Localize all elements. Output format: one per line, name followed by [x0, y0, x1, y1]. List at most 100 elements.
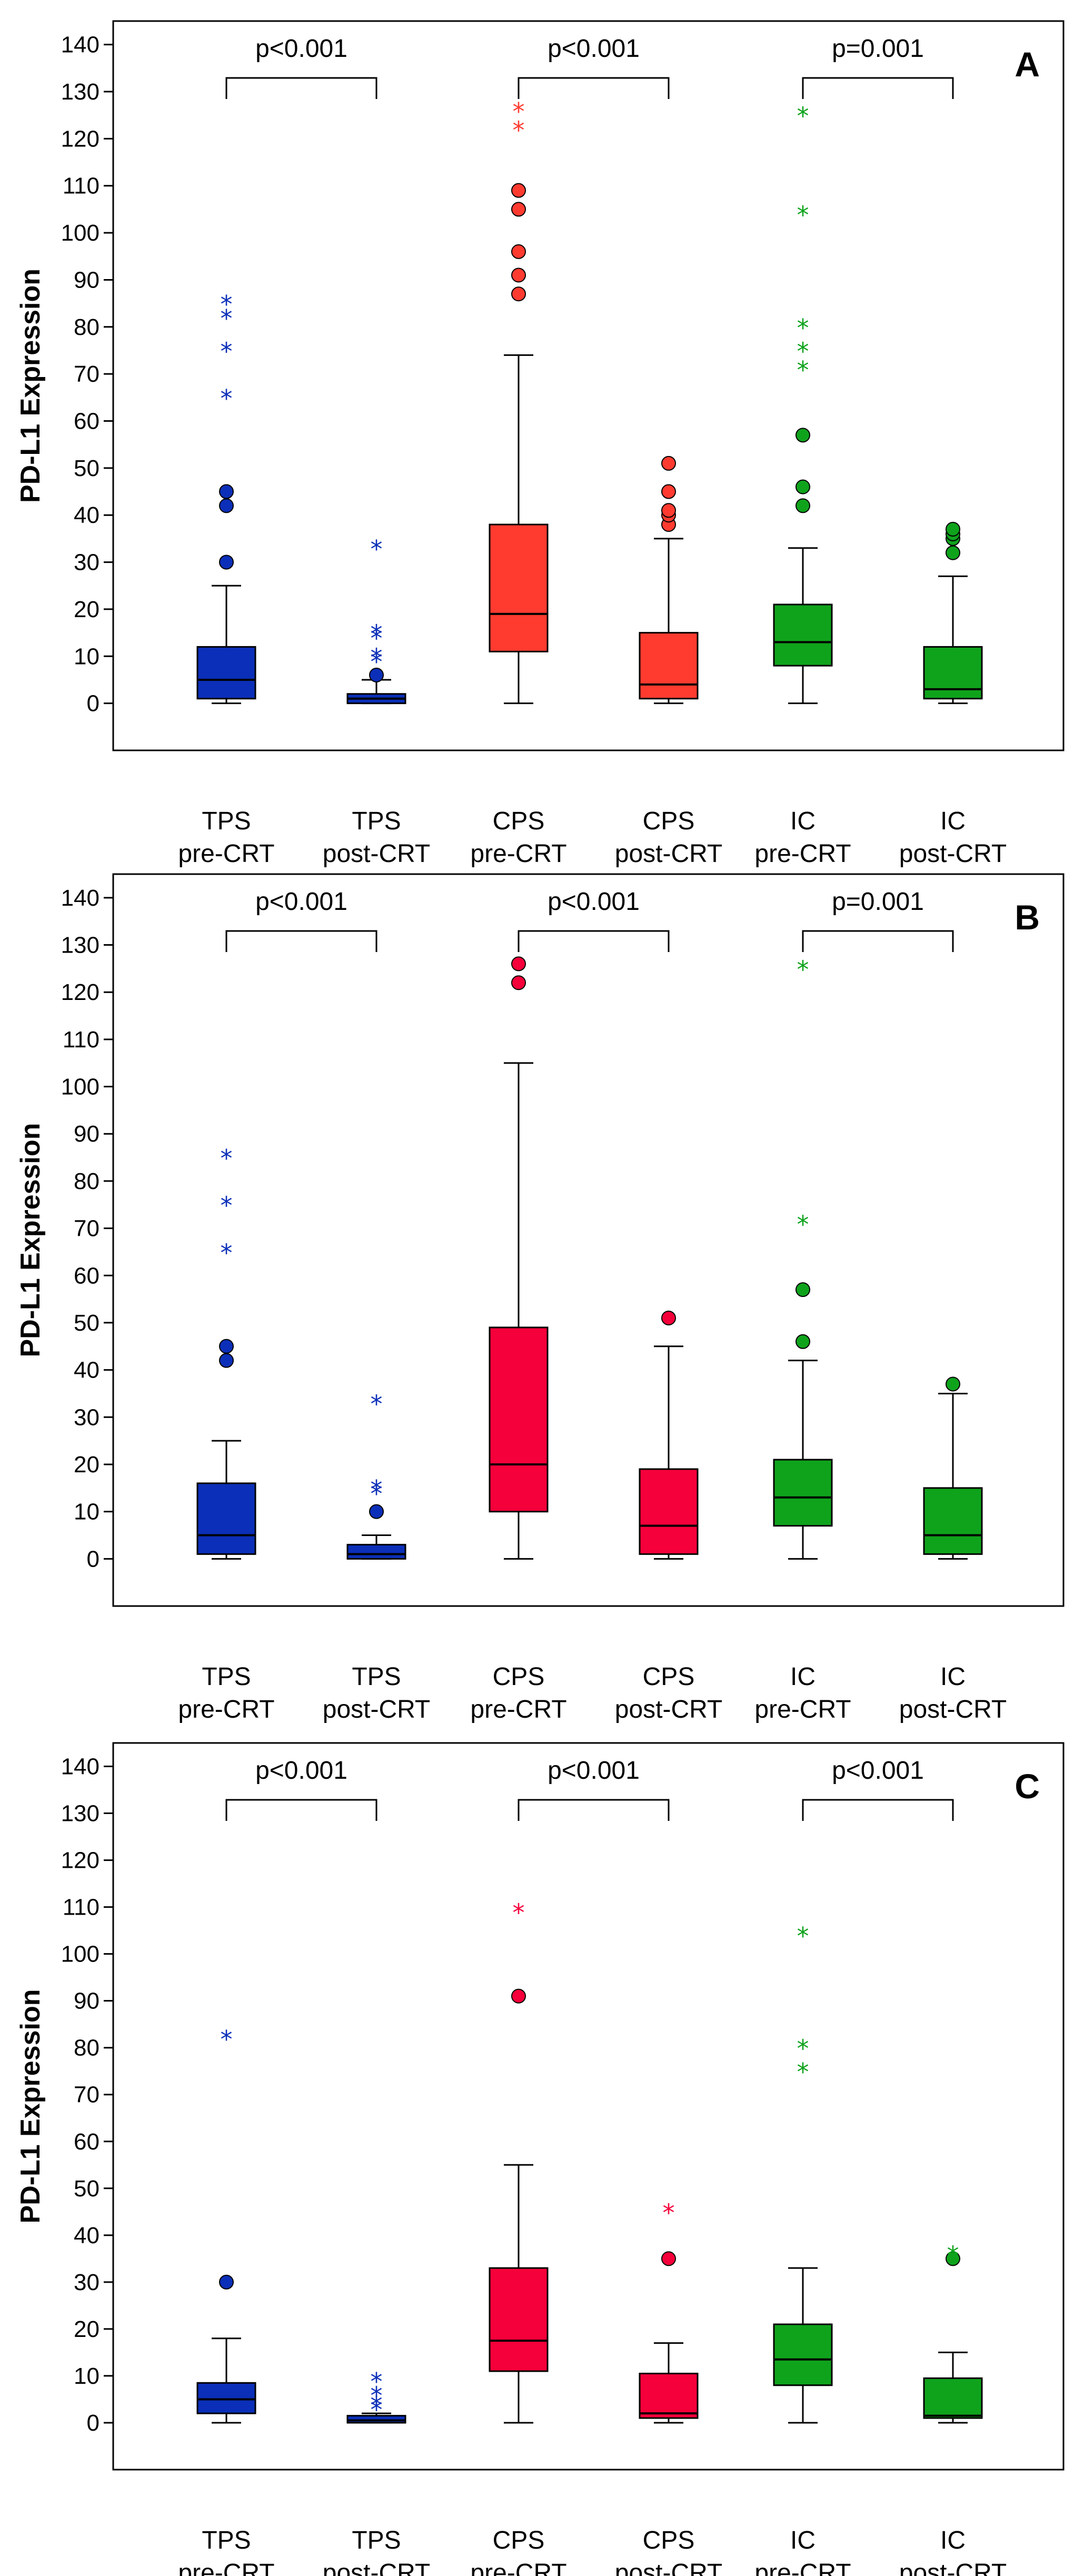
box-1: ***** [346, 535, 406, 705]
box-5: * [923, 2241, 983, 2424]
outlier-point [795, 479, 810, 494]
outlier-point [661, 484, 676, 499]
category-label-line1: CPS [493, 1663, 545, 1691]
box-4: *** [773, 1922, 833, 2424]
outlier-point [795, 428, 810, 443]
y-tick-label: 140 [61, 1754, 100, 1780]
box-1: **** [346, 2367, 406, 2424]
y-tick-label: 40 [74, 502, 100, 528]
outlier-point [511, 183, 526, 198]
outlier-point [661, 2251, 676, 2266]
outlier-point [511, 267, 526, 283]
extreme-point: * [371, 643, 383, 671]
category-label-line2: post-CRT [615, 840, 723, 868]
y-tick-label: 100 [61, 1941, 100, 1967]
iqr-box [196, 646, 256, 700]
category-label-line2: post-CRT [323, 1696, 431, 1723]
box-0: * * * [196, 1144, 256, 1560]
category-label-line2: pre-CRT [470, 2559, 566, 2576]
outlier-point [661, 455, 676, 471]
y-tick-label: 0 [87, 2410, 100, 2436]
y-tick-label: 20 [74, 597, 100, 622]
outlier-point [219, 1353, 234, 1368]
y-tick-label: 90 [74, 1988, 100, 2014]
box-2: ** [489, 97, 549, 705]
iqr-box [773, 603, 833, 667]
extreme-point: * [221, 2025, 233, 2054]
iqr-box [639, 632, 699, 700]
outlier-point [661, 503, 676, 518]
y-tick-label: 110 [63, 1895, 100, 1920]
extreme-point: * [371, 1390, 383, 1418]
p-value-label: p<0.001 [255, 888, 347, 916]
iqr-box [639, 2372, 699, 2419]
panel-C: 0 10 20 30 40 50 60 70 80 90 100 110 120 130 140 PD-L1 … [15, 1742, 1065, 2576]
extreme-point: * [797, 2058, 809, 2086]
box-4: ** [773, 955, 833, 1560]
extreme-point: * [371, 2391, 383, 2419]
category-label-line1: CPS [643, 1663, 695, 1691]
outlier-point [661, 1310, 676, 1325]
extreme-point: * [797, 1922, 809, 1950]
category-label-line1: CPS [493, 807, 545, 835]
y-tick-label: 30 [74, 550, 100, 576]
outlier-point [369, 1504, 384, 1519]
outlier-point [219, 554, 234, 570]
category-label-line1: TPS [352, 2527, 401, 2554]
extreme-point: * [371, 1480, 383, 1508]
y-tick-label: 30 [74, 2270, 100, 2295]
category-label-line2: pre-CRT [178, 840, 274, 868]
y-tick-label: 70 [74, 1216, 100, 1242]
comparison-bracket [225, 1799, 377, 1821]
category-label-line2: pre-CRT [178, 2559, 274, 2576]
y-tick-label: 50 [74, 1310, 100, 1336]
category-label-line1: CPS [643, 807, 695, 835]
y-tick-label: 130 [61, 79, 100, 105]
y-tick-label: 110 [63, 173, 100, 199]
category-label-line1: IC [790, 1663, 816, 1691]
extreme-point: * [797, 1211, 809, 1239]
y-tick-label: 120 [61, 126, 100, 152]
extreme-point: * [797, 2035, 809, 2063]
outlier-point [946, 522, 960, 537]
comparison-bracket [518, 1799, 670, 1821]
extreme-point: * [221, 1144, 233, 1173]
iqr-box [489, 2267, 549, 2372]
outlier-point [511, 956, 526, 972]
y-tick-label: 40 [74, 1358, 100, 1383]
y-axis-label: PD-L1 Expression [15, 1123, 46, 1357]
y-tick-label: 50 [74, 455, 100, 481]
category-label-line1: CPS [643, 2527, 695, 2554]
outlier-point [219, 1339, 234, 1354]
extreme-point: * [371, 2395, 383, 2424]
iqr-box [923, 2377, 983, 2419]
extreme-point: * [371, 625, 383, 653]
comparison-bracket [225, 77, 377, 99]
comparison-bracket [518, 930, 670, 952]
y-tick-label: 50 [74, 2176, 100, 2202]
box-3 [639, 1310, 699, 1560]
y-tick-label: 130 [61, 933, 100, 958]
category-label-line1: IC [940, 807, 966, 835]
y-tick-label: 120 [61, 979, 100, 1005]
iqr-box [773, 1459, 833, 1527]
outlier-point [219, 2274, 234, 2290]
extreme-point: * [221, 1192, 233, 1220]
y-tick-label: 10 [74, 643, 100, 669]
box-3: * [639, 2198, 699, 2424]
box-3 [639, 455, 699, 705]
p-value-label: p<0.001 [548, 35, 640, 63]
box-4: ***** [773, 102, 833, 705]
category-label-line2: pre-CRT [178, 1696, 274, 1723]
category-label-line1: TPS [202, 2527, 251, 2554]
iqr-box [346, 1543, 406, 1560]
comparison-bracket [802, 1799, 954, 1821]
y-tick-label: 60 [74, 409, 100, 434]
category-label-line2: post-CRT [899, 2559, 1007, 2576]
extreme-point: * [221, 337, 233, 365]
outlier-point [511, 286, 526, 302]
extreme-point: * [797, 955, 809, 984]
category-label-line2: pre-CRT [470, 1696, 566, 1723]
y-tick-label: 0 [87, 1546, 100, 1572]
y-tick-label: 100 [61, 220, 100, 246]
